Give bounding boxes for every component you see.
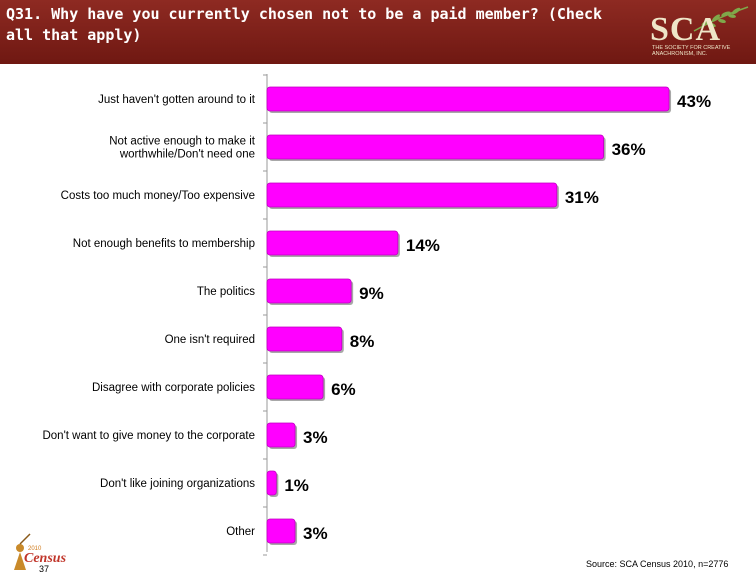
census-logo-word: Census [24,551,67,566]
sca-logo-subtitle-line2: ANACHRONISM, INC. [652,51,708,57]
category-label: Disagree with corporate policies [92,382,255,394]
laurel-sprig-icon [693,6,749,32]
data-label: 6% [331,380,356,399]
bar [266,470,277,496]
bar [266,86,670,112]
category-label: Just haven't gotten around to it [98,94,256,106]
category-label: Don't like joining organizations [100,478,255,490]
sca-logo: SCA THE SOCIETY FOR CREATIVE ANACHRONISM… [644,5,750,59]
category-label: The politics [197,286,255,298]
data-label: 43% [677,92,711,111]
bar [266,134,605,160]
category-label: Not enough benefits to membership [73,238,255,250]
bar-chart: 43% Just haven't gotten around to it 36% No… [42,74,711,556]
category-label: Don't want to give money to the corporat… [42,430,255,442]
data-label: 36% [612,140,646,159]
data-label: 3% [303,428,328,447]
bar [266,278,352,304]
source-note: Source: SCA Census 2010, n=2776 [586,559,729,569]
data-label: 9% [359,284,384,303]
category-label: Other [226,526,255,538]
data-label: 3% [303,524,328,543]
category-label: Not active enough to make it [109,136,256,148]
sca-logo-letters: SCA [650,11,722,48]
sca-logo-subtitle-line1: THE SOCIETY FOR CREATIVE [652,45,731,51]
slide-title: Q31. Why have you currently chosen not t… [6,5,603,44]
census-logo-year: 2010 [28,546,42,552]
data-label: 1% [284,476,309,495]
bar [266,182,558,208]
data-label: 31% [565,188,599,207]
data-label: 14% [406,236,440,255]
bar [266,326,343,352]
bar [266,374,324,400]
slide-header: Q31. Why have you currently chosen not t… [0,0,756,64]
category-label: worthwhile/Don't need one [119,149,255,161]
bar [266,422,296,448]
census-logo-graphic: 2010 Census [14,533,67,570]
category-label: One isn't required [165,334,255,346]
data-label: 8% [350,332,375,351]
bar [266,230,399,256]
bar [266,518,296,544]
census-logo: 2010 Census [6,526,86,574]
sca-logo-subtitle: THE SOCIETY FOR CREATIVE ANACHRONISM, IN… [652,45,730,57]
category-label: Costs too much money/Too expensive [61,190,255,202]
page-number: 37 [39,564,50,574]
